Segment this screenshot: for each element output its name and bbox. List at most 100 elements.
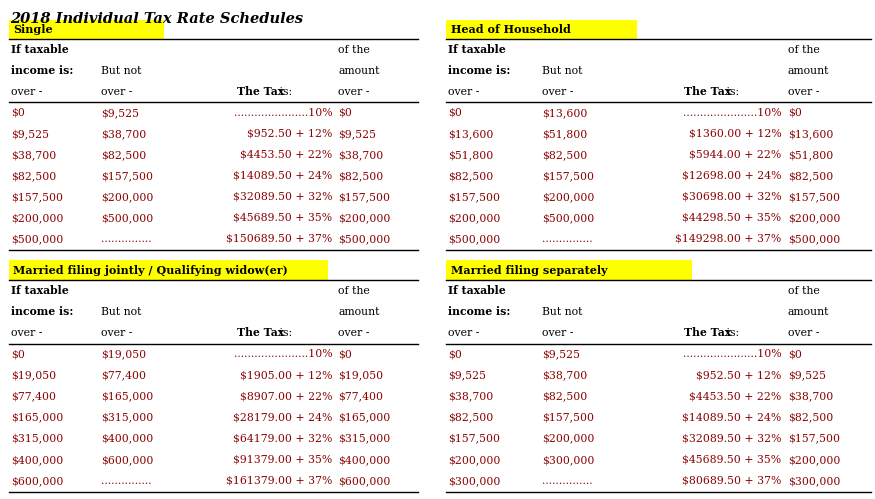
Text: Head of Household: Head of Household: [451, 24, 570, 35]
Text: $28179.00 + 24%: $28179.00 + 24%: [233, 413, 332, 423]
Text: over -: over -: [542, 328, 573, 338]
Text: is:: is:: [276, 328, 292, 338]
Text: $200,000: $200,000: [542, 434, 594, 444]
Text: But not: But not: [542, 307, 582, 317]
Text: $200,000: $200,000: [448, 455, 500, 465]
Text: $45689.50 + 35%: $45689.50 + 35%: [682, 455, 781, 465]
Text: The Tax: The Tax: [683, 327, 731, 338]
Text: If taxable: If taxable: [448, 285, 506, 296]
Text: $161379.00 + 37%: $161379.00 + 37%: [226, 476, 332, 486]
Text: $600,000: $600,000: [101, 455, 153, 465]
Text: But not: But not: [101, 66, 141, 76]
Text: $9,525: $9,525: [10, 129, 49, 139]
Text: $77,400: $77,400: [10, 391, 56, 401]
Bar: [446, 260, 692, 280]
Text: $38,700: $38,700: [448, 391, 493, 401]
Text: If taxable: If taxable: [448, 44, 506, 55]
Text: $9,525: $9,525: [101, 108, 139, 118]
Text: $157,500: $157,500: [448, 434, 500, 444]
Text: ......................10%: ......................10%: [682, 349, 781, 359]
Text: of the: of the: [339, 45, 370, 55]
Text: $19,050: $19,050: [10, 370, 56, 380]
Text: $91379.00 + 35%: $91379.00 + 35%: [233, 455, 332, 465]
Text: $315,000: $315,000: [339, 434, 390, 444]
Text: over -: over -: [10, 328, 42, 338]
Text: $157,500: $157,500: [339, 192, 390, 202]
Text: $4453.50 + 22%: $4453.50 + 22%: [240, 150, 332, 160]
Text: $165,000: $165,000: [101, 391, 153, 401]
Text: income is:: income is:: [10, 306, 74, 317]
Text: over -: over -: [448, 328, 480, 338]
Text: over -: over -: [339, 328, 370, 338]
Text: $19,050: $19,050: [339, 370, 383, 380]
Text: $12698.00 + 24%: $12698.00 + 24%: [682, 171, 781, 181]
Text: $77,400: $77,400: [339, 391, 383, 401]
Text: $45689.50 + 35%: $45689.50 + 35%: [233, 213, 332, 223]
Text: amount: amount: [339, 307, 380, 317]
Text: income is:: income is:: [448, 65, 511, 76]
Text: ...............: ...............: [101, 476, 151, 486]
Text: income is:: income is:: [448, 306, 511, 317]
Text: $0: $0: [788, 349, 802, 359]
Text: amount: amount: [788, 307, 830, 317]
Text: $82,500: $82,500: [542, 150, 587, 160]
Text: $165,000: $165,000: [339, 413, 390, 423]
Text: $8907.00 + 22%: $8907.00 + 22%: [240, 391, 332, 401]
Text: Single: Single: [13, 24, 52, 35]
Bar: [9, 260, 328, 280]
Text: of the: of the: [788, 45, 820, 55]
Text: $30698.00 + 32%: $30698.00 + 32%: [682, 192, 781, 202]
Text: ...............: ...............: [542, 234, 592, 244]
Text: $13,600: $13,600: [448, 129, 493, 139]
Text: $200,000: $200,000: [788, 213, 840, 223]
Text: over -: over -: [101, 328, 132, 338]
Text: $38,700: $38,700: [10, 150, 56, 160]
Text: $82,500: $82,500: [10, 171, 56, 181]
Text: $51,800: $51,800: [542, 129, 587, 139]
Text: $82,500: $82,500: [542, 391, 587, 401]
Text: The Tax: The Tax: [683, 86, 731, 97]
Text: $315,000: $315,000: [10, 434, 63, 444]
Text: ......................10%: ......................10%: [234, 349, 332, 359]
Text: $157,500: $157,500: [542, 171, 594, 181]
Text: $150689.50 + 37%: $150689.50 + 37%: [226, 234, 332, 244]
Bar: [9, 20, 164, 39]
Text: over -: over -: [788, 328, 819, 338]
Text: $77,400: $77,400: [101, 370, 146, 380]
Text: $0: $0: [339, 108, 353, 118]
Text: $315,000: $315,000: [101, 413, 153, 423]
Text: $9,525: $9,525: [339, 129, 376, 139]
Text: $0: $0: [339, 349, 353, 359]
Text: $500,000: $500,000: [101, 213, 153, 223]
Text: $400,000: $400,000: [101, 434, 153, 444]
Text: But not: But not: [542, 66, 582, 76]
Text: $82,500: $82,500: [788, 171, 833, 181]
Text: $64179.00 + 32%: $64179.00 + 32%: [233, 434, 332, 444]
Text: $1905.00 + 12%: $1905.00 + 12%: [240, 370, 332, 380]
Text: $157,500: $157,500: [448, 192, 500, 202]
Text: ......................10%: ......................10%: [234, 108, 332, 118]
Text: Married filing jointly / Qualifying widow(er): Married filing jointly / Qualifying wido…: [13, 264, 288, 276]
Text: $500,000: $500,000: [788, 234, 840, 244]
Text: $400,000: $400,000: [339, 455, 390, 465]
Text: $80689.50 + 37%: $80689.50 + 37%: [682, 476, 781, 486]
Text: $0: $0: [788, 108, 802, 118]
Text: $51,800: $51,800: [448, 150, 493, 160]
Text: $0: $0: [448, 108, 462, 118]
Text: $157,500: $157,500: [788, 434, 840, 444]
Text: $82,500: $82,500: [788, 413, 833, 423]
Text: $14089.50 + 24%: $14089.50 + 24%: [682, 413, 781, 423]
Text: $157,500: $157,500: [542, 413, 594, 423]
Text: $1360.00 + 12%: $1360.00 + 12%: [689, 129, 781, 139]
Text: $157,500: $157,500: [101, 171, 153, 181]
Text: $300,000: $300,000: [542, 455, 594, 465]
Text: ......................10%: ......................10%: [682, 108, 781, 118]
Text: is:: is:: [276, 87, 292, 97]
Text: $400,000: $400,000: [10, 455, 63, 465]
Text: $4453.50 + 22%: $4453.50 + 22%: [690, 391, 781, 401]
Text: $200,000: $200,000: [101, 192, 153, 202]
Text: $0: $0: [10, 349, 24, 359]
Text: over -: over -: [448, 87, 480, 97]
Text: $38,700: $38,700: [339, 150, 383, 160]
Text: $9,525: $9,525: [542, 349, 580, 359]
